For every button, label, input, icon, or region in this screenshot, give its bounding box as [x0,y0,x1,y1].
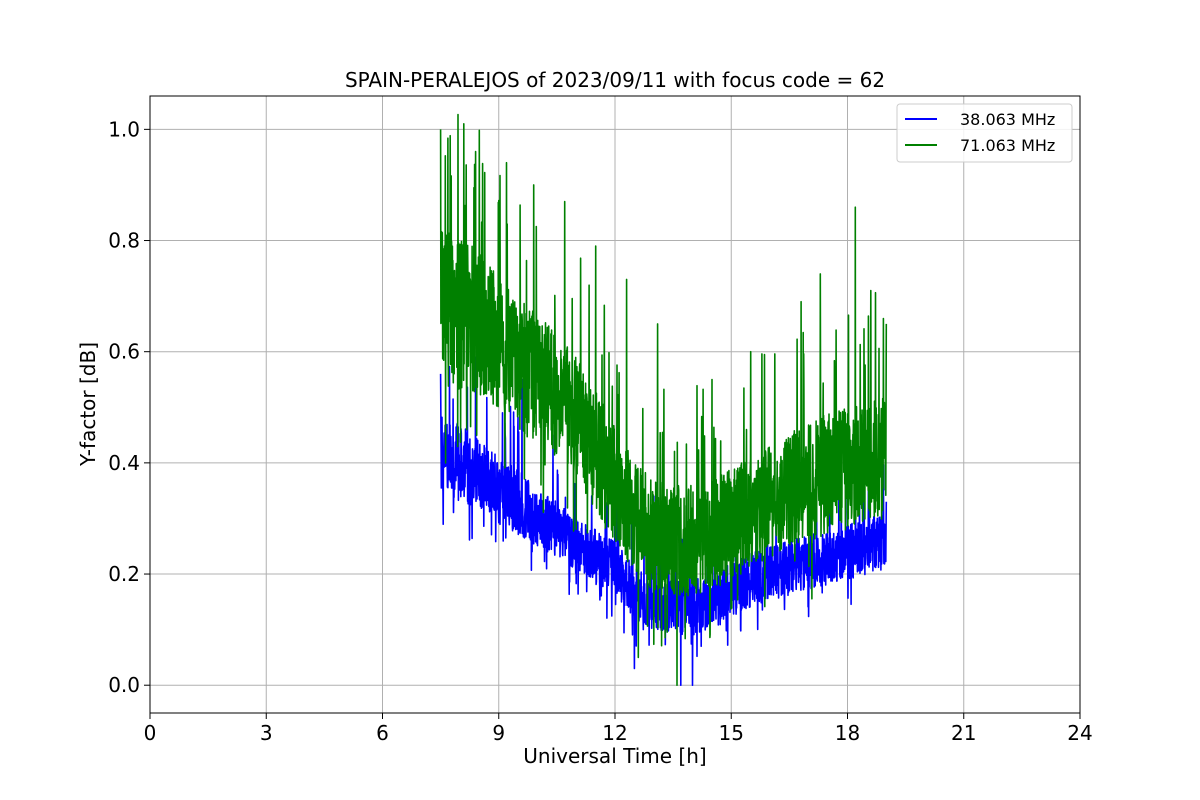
y-tick-label: 0.6 [108,340,140,364]
x-tick-label: 12 [602,721,627,745]
x-axis-ticks: 0 3 6 9 12 15 18 21 24 [144,713,1093,745]
x-axis-label: Universal Time [h] [523,744,706,768]
legend: 38.063 MHz 71.063 MHz [896,103,1073,163]
y-tick-label: 0.0 [108,673,140,697]
x-tick-label: 6 [376,721,389,745]
y-tick-label: 1.0 [108,117,140,141]
y-axis-ticks: 0.0 0.2 0.4 0.6 0.8 1.0 [108,117,150,697]
x-tick-label: 15 [719,721,744,745]
x-tick-label: 3 [260,721,273,745]
x-tick-label: 0 [144,721,157,745]
x-tick-label: 9 [492,721,505,745]
series-layer [439,113,888,686]
legend-box [896,103,1073,163]
legend-label: 38.063 MHz [960,110,1055,129]
x-tick-label: 18 [835,721,860,745]
x-tick-label: 21 [951,721,976,745]
y-tick-label: 0.2 [108,562,140,586]
chart-title: SPAIN-PERALEJOS of 2023/09/11 with focus… [345,68,885,92]
y-tick-label: 0.4 [108,451,140,475]
x-tick-label: 24 [1067,721,1092,745]
y-tick-label: 0.8 [108,229,140,253]
legend-label: 71.063 MHz [960,136,1055,155]
series-line [439,113,888,686]
y-axis-label: Y-factor [dB] [76,342,100,467]
